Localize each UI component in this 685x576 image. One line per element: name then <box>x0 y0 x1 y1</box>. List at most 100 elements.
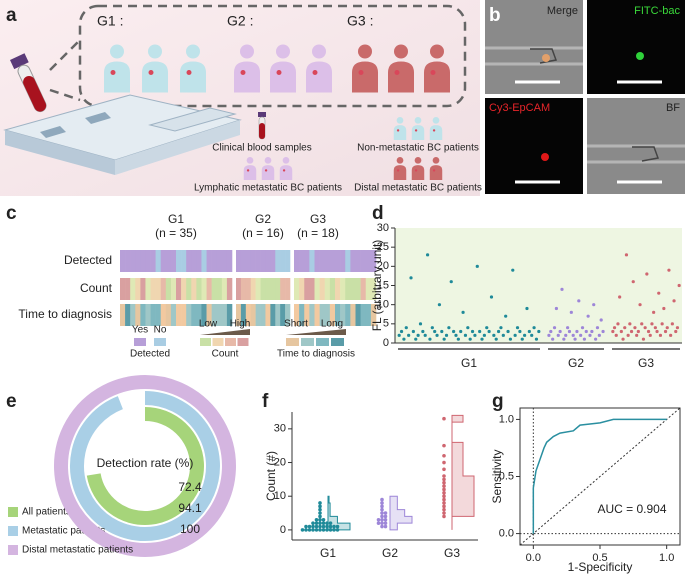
data-point <box>629 329 634 334</box>
heat-cell <box>160 278 167 300</box>
heat-cell <box>314 304 320 326</box>
data-point <box>399 329 404 334</box>
group-n: (n = 35) <box>155 226 197 240</box>
x-tick-label: G1 <box>320 546 336 560</box>
tube-icon <box>257 112 267 140</box>
group-label: G3 <box>638 356 654 370</box>
heat-cell <box>270 250 276 272</box>
heat-cell <box>196 278 202 300</box>
heat-cell <box>211 250 218 272</box>
heat-cell <box>370 304 377 326</box>
heat-cell <box>299 250 305 272</box>
data-point <box>595 326 600 330</box>
data-point <box>423 333 427 337</box>
heat-cell <box>201 278 207 300</box>
legend-swatch <box>8 507 18 517</box>
heat-cell <box>319 278 326 300</box>
data-point <box>452 329 456 334</box>
data-point <box>660 322 664 326</box>
data-point <box>518 329 522 334</box>
heat-cell <box>150 304 156 326</box>
y-tick-label: 1.0 <box>499 413 514 425</box>
heat-cell <box>125 278 131 300</box>
heat-cell <box>176 250 182 272</box>
roc-curve <box>532 418 667 534</box>
data-point <box>646 329 651 334</box>
heat-cell <box>186 278 192 300</box>
people-g1 <box>104 44 206 93</box>
data-point <box>631 280 635 284</box>
data-point <box>380 507 384 512</box>
plot-bg <box>395 228 682 343</box>
heat-cell <box>170 250 177 272</box>
heat-cell <box>201 304 207 326</box>
y-tick-label: 5 <box>383 318 389 330</box>
heat-cell <box>355 304 361 326</box>
data-point <box>383 521 388 525</box>
data-point <box>626 333 630 337</box>
group-n: (n = 16) <box>242 226 284 240</box>
data-point <box>470 329 475 334</box>
heat-cell <box>294 250 300 272</box>
data-point <box>442 467 446 472</box>
heat-cell <box>245 278 252 300</box>
heat-cell <box>270 304 276 326</box>
heat-cell <box>255 278 261 300</box>
y-tick-label: 30 <box>274 423 286 435</box>
data-point <box>504 314 508 318</box>
blood-tube <box>10 53 47 113</box>
heat-cell <box>260 304 266 326</box>
legend-swatch <box>225 338 236 346</box>
heat-cell <box>181 250 187 272</box>
x-tick-label: 1.0 <box>659 552 674 564</box>
value-label: 72.4 <box>178 480 202 494</box>
data-point <box>418 322 423 326</box>
heat-cell <box>345 250 351 272</box>
heat-cell <box>216 304 223 326</box>
data-point <box>416 333 420 337</box>
data-point <box>442 487 446 492</box>
data-point <box>652 310 656 314</box>
data-point <box>325 521 329 525</box>
data-point <box>506 329 510 334</box>
data-point <box>442 511 446 515</box>
heat-cell <box>255 304 261 326</box>
heat-cell <box>275 250 281 272</box>
data-point <box>669 333 673 337</box>
heat-cell <box>294 278 300 300</box>
data-point <box>300 528 305 532</box>
data-point <box>579 333 583 337</box>
histogram <box>327 495 351 531</box>
data-point <box>428 337 432 341</box>
y-axis-label: Count (#) <box>264 451 278 501</box>
x-tick-label: G3 <box>444 546 460 560</box>
data-point <box>328 521 333 525</box>
data-point <box>489 295 494 299</box>
data-point <box>318 524 322 529</box>
heat-cell <box>309 250 315 272</box>
data-point <box>318 528 322 532</box>
dashed-connector <box>49 88 81 102</box>
data-point <box>463 333 468 337</box>
data-point <box>560 287 564 291</box>
panel-b: Merge FITC-bac Cy3-EpCAM BF <box>485 0 685 194</box>
legend-text: Lymphatic metastatic BC patients <box>194 183 342 194</box>
heat-cell <box>201 250 207 272</box>
heat-cell <box>145 250 151 272</box>
data-point <box>380 517 384 522</box>
data-point <box>380 514 384 519</box>
heat-cell <box>335 250 341 272</box>
data-point <box>442 416 446 421</box>
heat-cell <box>120 250 126 272</box>
y-tick-label: 20 <box>274 456 286 468</box>
data-point <box>442 491 446 495</box>
dashed-box <box>78 4 467 108</box>
heat-cell <box>314 250 320 272</box>
data-point <box>527 329 531 334</box>
micro-image <box>485 98 583 194</box>
data-point <box>307 524 312 529</box>
heat-cell <box>260 278 266 300</box>
heat-cell <box>150 278 156 300</box>
heat-cell <box>236 250 242 272</box>
data-point <box>440 329 444 334</box>
